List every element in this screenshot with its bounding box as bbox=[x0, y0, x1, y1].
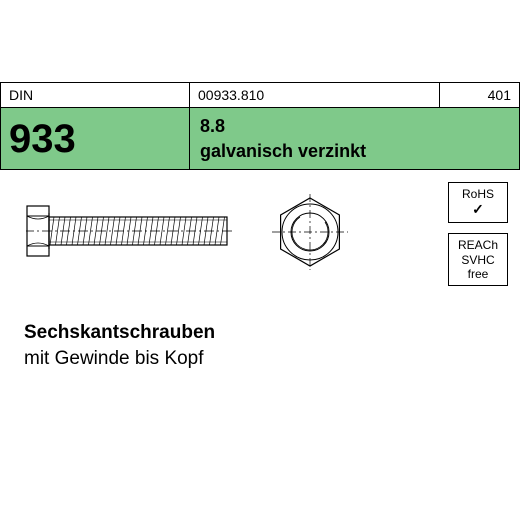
reach-line3: free bbox=[449, 267, 507, 281]
compliance-badges: RoHS ✓ REACh SVHC free bbox=[448, 182, 508, 286]
bolt-end-view bbox=[270, 192, 350, 272]
bolt-side-view bbox=[26, 200, 236, 270]
diagram-area: RoHS ✓ REACh SVHC free bbox=[0, 170, 520, 310]
header-code: 401 bbox=[440, 83, 520, 107]
reach-badge: REACh SVHC free bbox=[448, 233, 508, 286]
reach-line2: SVHC bbox=[449, 253, 507, 267]
product-description: Sechskantschrauben mit Gewinde bis Kopf bbox=[24, 320, 215, 371]
header-row: DIN 00933.810 401 bbox=[0, 82, 520, 108]
description-line1: Sechskantschrauben bbox=[24, 320, 215, 346]
product-card: DIN 00933.810 401 933 8.8 galvanisch ver… bbox=[0, 82, 520, 438]
title-row: 933 8.8 galvanisch verzinkt bbox=[0, 108, 520, 170]
reach-line1: REACh bbox=[449, 238, 507, 252]
finish-text: galvanisch verzinkt bbox=[200, 141, 519, 162]
strength-grade: 8.8 bbox=[200, 116, 519, 137]
check-icon: ✓ bbox=[449, 201, 507, 218]
din-number: 933 bbox=[9, 119, 76, 159]
header-article-number: 00933.810 bbox=[190, 83, 440, 107]
rohs-label: RoHS bbox=[449, 187, 507, 201]
din-number-cell: 933 bbox=[0, 108, 190, 169]
spec-cell: 8.8 galvanisch verzinkt bbox=[190, 108, 520, 169]
rohs-badge: RoHS ✓ bbox=[448, 182, 508, 223]
description-line2: mit Gewinde bis Kopf bbox=[24, 346, 215, 372]
header-standard: DIN bbox=[0, 83, 190, 107]
